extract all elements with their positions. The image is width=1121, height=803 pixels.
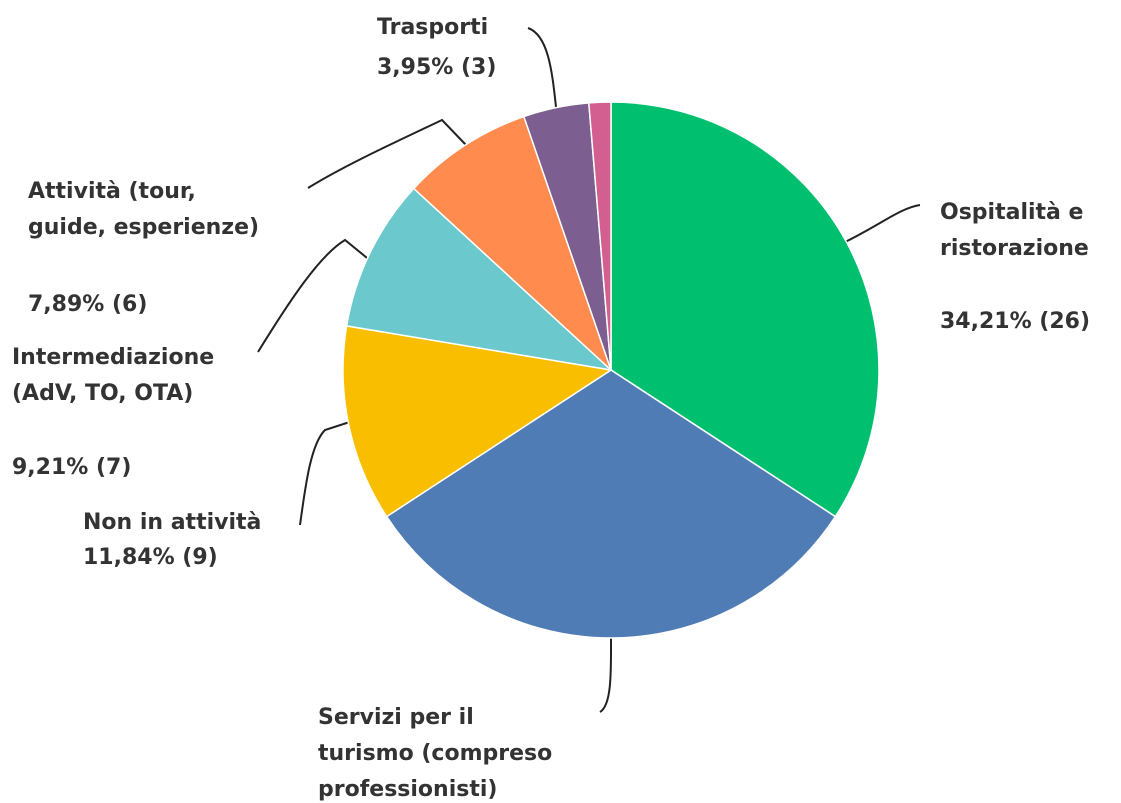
slice-label: professionisti)	[318, 777, 497, 802]
value-label: 34,21% (26)	[940, 309, 1090, 334]
pie-slice	[412, 115, 612, 371]
value-label: 9,21% (7)	[12, 455, 131, 480]
value-label: 11,84% (9)	[83, 545, 218, 570]
slice-label: Intermediazione	[12, 345, 214, 370]
leader-line	[257, 238, 373, 353]
pie-slice	[342, 325, 614, 518]
pie-slice	[587, 101, 612, 371]
slice-label: Non in attività	[83, 510, 261, 535]
slice-label: (AdV, TO, OTA)	[12, 381, 193, 406]
leader-lines	[257, 27, 921, 713]
value-label: 7,89% (6)	[28, 292, 147, 317]
leader-line	[527, 27, 557, 108]
pie-slice	[385, 369, 837, 639]
slice-label: Trasporti	[377, 15, 488, 40]
slice-label: turismo (compreso	[318, 741, 552, 766]
leader-line	[844, 204, 921, 243]
slice-label: ristorazione	[940, 236, 1089, 261]
slice-label: Servizi per il	[318, 705, 474, 730]
leader-line	[299, 417, 363, 526]
leader-line	[307, 118, 467, 189]
slice-label: Attività (tour,	[28, 179, 196, 204]
value-label: 3,95% (3)	[377, 55, 496, 80]
pie-slice	[345, 187, 614, 372]
slice-label: Ospitalità e	[940, 200, 1083, 225]
slice-label: guide, esperienze)	[28, 215, 259, 240]
leader-line	[599, 637, 613, 713]
